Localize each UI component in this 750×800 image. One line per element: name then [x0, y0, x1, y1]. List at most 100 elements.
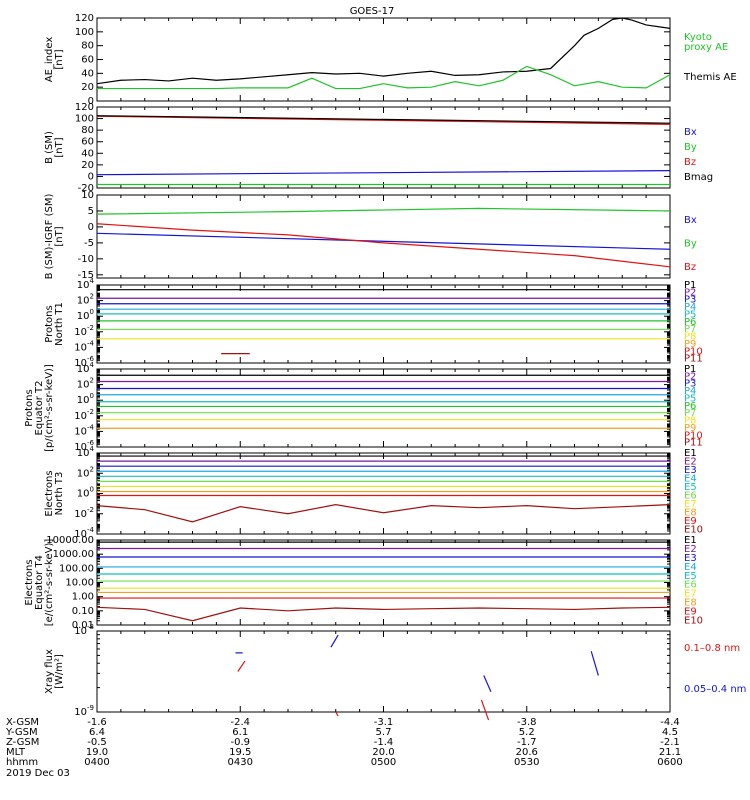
y-tick-label: 100	[77, 392, 94, 406]
legend-item: P8	[684, 332, 696, 343]
footer-value: -1.6	[87, 717, 107, 728]
y-tick-exponent: 4	[90, 361, 95, 369]
legend-item: 0.1–0.8 nm	[684, 643, 740, 654]
legend-item: Bz	[684, 157, 696, 168]
y-tick-label: 104	[77, 445, 95, 459]
y-axis-label: [e/(cm²-s-sr-keV)]	[44, 539, 55, 627]
y-tick-exponent: 0	[90, 392, 94, 400]
series-bx	[96, 232, 671, 250]
y-tick-label: 10000.00	[46, 535, 94, 546]
panel-frame	[96, 630, 671, 713]
legend-item: E8	[684, 508, 697, 519]
legend-item: By	[684, 238, 697, 249]
footer-value: -2.1	[660, 737, 680, 748]
y-tick-exponent: 2	[90, 377, 94, 385]
y-axis-label: [nT]	[54, 137, 65, 157]
y-tick-exponent: -4	[87, 526, 95, 534]
y-tick-label: 20	[81, 160, 94, 171]
legend-item: E2	[684, 457, 697, 468]
legend-item: Bmag	[684, 172, 713, 183]
footer-value: 19.0	[86, 747, 108, 758]
xray-segment	[480, 699, 490, 721]
legend-item: P6	[684, 317, 696, 328]
xray-segment	[483, 675, 492, 692]
y-tick-label: 60	[81, 55, 94, 66]
footer-label: hhmm	[6, 757, 38, 768]
y-tick-exponent: -2	[87, 408, 94, 416]
footer-label: Y-GSM	[5, 727, 38, 738]
chart-title: GOES-17	[350, 6, 395, 17]
legend-item: P5	[684, 393, 696, 404]
footer-value: -1.7	[517, 737, 537, 748]
legend-item: Themis AE	[683, 72, 737, 83]
y-tick-label: 0	[88, 171, 94, 182]
y-tick-label: 102	[77, 293, 94, 307]
y-tick-label: 10.00	[65, 578, 94, 589]
legend-item: P3	[684, 379, 696, 390]
y-axis-label: B (SM)-IGRF (SM)	[44, 194, 55, 280]
footer-value: 0500	[371, 757, 396, 768]
y-axis-label: Protons	[44, 305, 55, 342]
legend-item: E1	[684, 448, 697, 459]
y-tick-label: 100	[77, 486, 94, 500]
legend-item: Bz	[684, 262, 696, 273]
footer-value: 21.1	[659, 747, 681, 758]
footer-label: MLT	[6, 747, 26, 758]
xray-segment	[335, 711, 339, 717]
y-tick-label: 1.00	[72, 592, 94, 603]
legend-item: P2	[684, 371, 696, 382]
footer-value: 0400	[84, 757, 109, 768]
footer-value: -4.4	[660, 717, 680, 728]
legend-item: proxy AE	[684, 42, 728, 53]
panel-7: 10000.00 1000.00 100.00 10.00 1.00 0.10 0.01 El…	[24, 535, 703, 631]
y-tick-label: 0	[88, 222, 94, 233]
legend-item: E5	[684, 571, 697, 582]
legend-item: Bx	[684, 215, 697, 226]
series-bx	[96, 170, 671, 176]
panel-frame	[96, 194, 671, 279]
y-tick-exponent: 0	[90, 308, 94, 316]
y-tick-label: -10	[78, 254, 94, 265]
legend-item: P4	[684, 386, 696, 397]
y-tick-label: 120	[75, 13, 94, 24]
footer-value: -1.4	[374, 737, 394, 748]
legend-item: P10	[684, 346, 703, 357]
legend-item: P3	[684, 295, 696, 306]
footer-value: -3.8	[517, 717, 537, 728]
legend-item: P11	[684, 354, 703, 365]
y-axis-label: Xray flux	[44, 649, 55, 694]
legend-item: P7	[684, 324, 696, 335]
panel-3: -15 -10 -5 0 5 10 B (SM)-IGRF (SM) [nT] Bx By Bz	[44, 190, 697, 281]
series-bz	[96, 223, 671, 268]
y-tick-label: 60	[81, 137, 94, 148]
y-tick-exponent: -2	[87, 324, 94, 332]
legend-item: E3	[684, 553, 697, 564]
y-tick-label: 100	[77, 308, 94, 322]
footer-value: 6.4	[89, 727, 105, 738]
y-tick-label: 0.01	[72, 620, 94, 631]
y-tick-label: 80	[81, 41, 94, 52]
series-themis-ae	[96, 17, 671, 85]
legend-item: P6	[684, 401, 696, 412]
footer-value: 5.2	[519, 727, 535, 738]
y-axis-label: North T1	[54, 302, 65, 346]
y-axis-label: Equator T4	[34, 555, 45, 610]
legend-item: E9	[684, 516, 697, 527]
y-tick-exponent: 2	[90, 293, 94, 301]
panel-frame	[96, 368, 671, 448]
legend-item: P8	[684, 416, 696, 427]
y-tick-exponent: -2	[87, 506, 94, 514]
y-tick-label: 10-4	[74, 339, 94, 353]
y-axis-label: Protons	[24, 389, 35, 426]
y-tick-label: -5	[84, 238, 94, 249]
footer-value: -2.4	[230, 717, 250, 728]
xray-segment	[590, 651, 599, 676]
y-axis-label: Equator T2	[34, 381, 45, 436]
y-axis-label: [p/(cm²-s-sr-keV)]	[44, 364, 55, 452]
panel-frame	[96, 539, 671, 626]
legend-item: P4	[684, 302, 696, 313]
y-tick-label: 104	[77, 277, 95, 291]
